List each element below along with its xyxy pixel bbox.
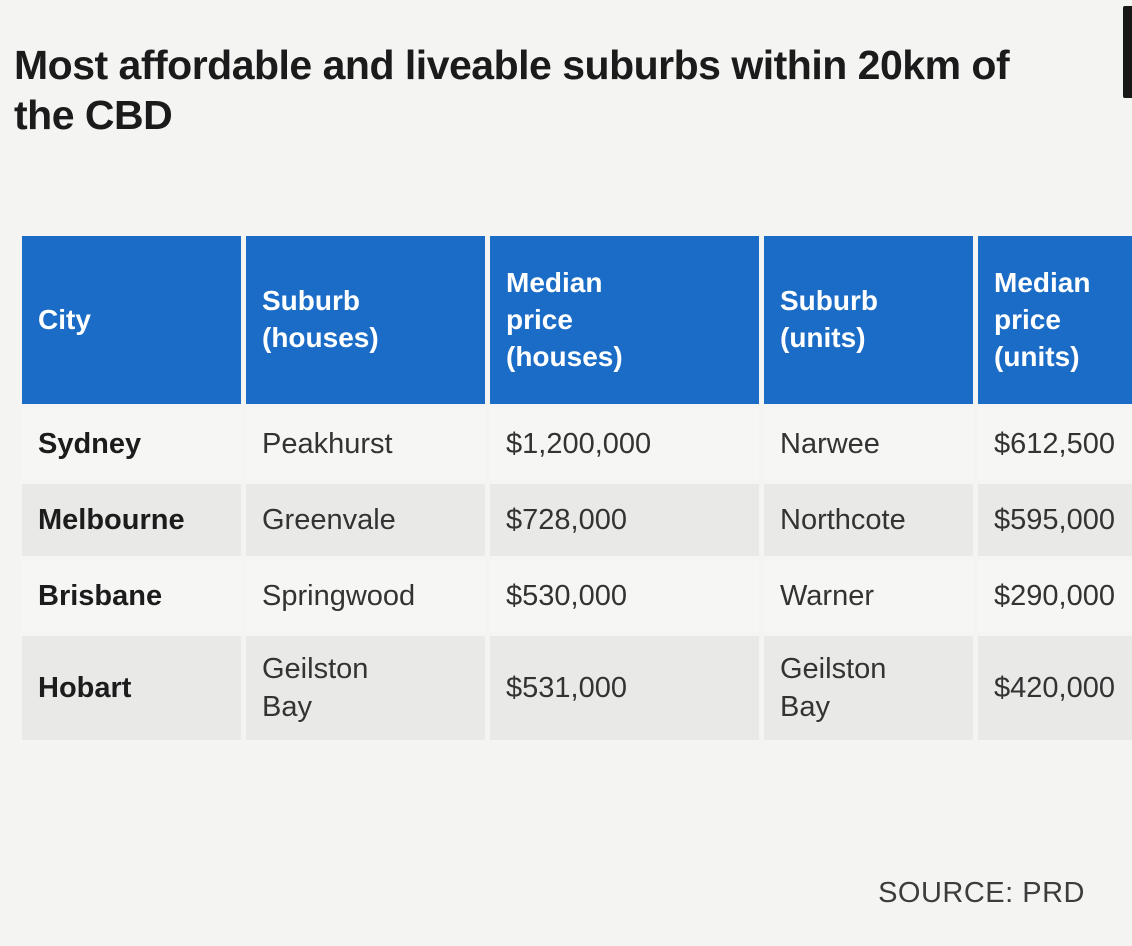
suburbs-table: City Suburb (houses) Median price (houses)…: [17, 232, 1132, 744]
table-row: Sydney Peakhurst $1,200,000 Narwee $612,500: [22, 408, 1132, 481]
table-cell: Narwee: [764, 408, 973, 481]
scrollbar-thumb[interactable]: [1123, 6, 1132, 98]
table-cell: Geilston Bay: [246, 636, 485, 741]
table-body: Sydney Peakhurst $1,200,000 Narwee $612,500 M…: [22, 408, 1132, 741]
page: Most affordable and liveable suburbs wit…: [14, 42, 1132, 744]
source-note: SOURCE: PRD: [878, 877, 1085, 909]
column-header-0: City: [22, 236, 241, 405]
table-cell: Warner: [764, 560, 973, 633]
table-cell: $531,000: [490, 636, 759, 741]
page-title: Most affordable and liveable suburbs wit…: [14, 42, 1010, 139]
table-cell: $290,000: [978, 560, 1132, 633]
table-row: Hobart Geilston Bay $531,000 Geilston Bay $4…: [22, 636, 1132, 741]
table-cell: Northcote: [764, 484, 973, 557]
table-header: City Suburb (houses) Median price (houses)…: [22, 236, 1132, 405]
city-cell: Sydney: [22, 408, 241, 481]
table-row: Brisbane Springwood $530,000 Warner $290,000: [22, 560, 1132, 633]
table-cell: $530,000: [490, 560, 759, 633]
table-cell: Geilston Bay: [764, 636, 973, 741]
table-header-row: City Suburb (houses) Median price (houses)…: [22, 236, 1132, 405]
table-cell: $728,000: [490, 484, 759, 557]
table-cell: $420,000: [978, 636, 1132, 741]
table-row: Melbourne Greenvale $728,000 Northcote $595,…: [22, 484, 1132, 557]
table-cell: Greenvale: [246, 484, 485, 557]
table-cell: Peakhurst: [246, 408, 485, 481]
city-cell: Melbourne: [22, 484, 241, 557]
column-header-2: Median price (houses): [490, 236, 759, 405]
column-header-3: Suburb (units): [764, 236, 973, 405]
table-cell: $595,000: [978, 484, 1132, 557]
table-cell: $612,500: [978, 408, 1132, 481]
column-header-1: Suburb (houses): [246, 236, 485, 405]
table-cell: Springwood: [246, 560, 485, 633]
column-header-4: Median price (units): [978, 236, 1132, 405]
city-cell: Hobart: [22, 636, 241, 741]
city-cell: Brisbane: [22, 560, 241, 633]
table-cell: $1,200,000: [490, 408, 759, 481]
